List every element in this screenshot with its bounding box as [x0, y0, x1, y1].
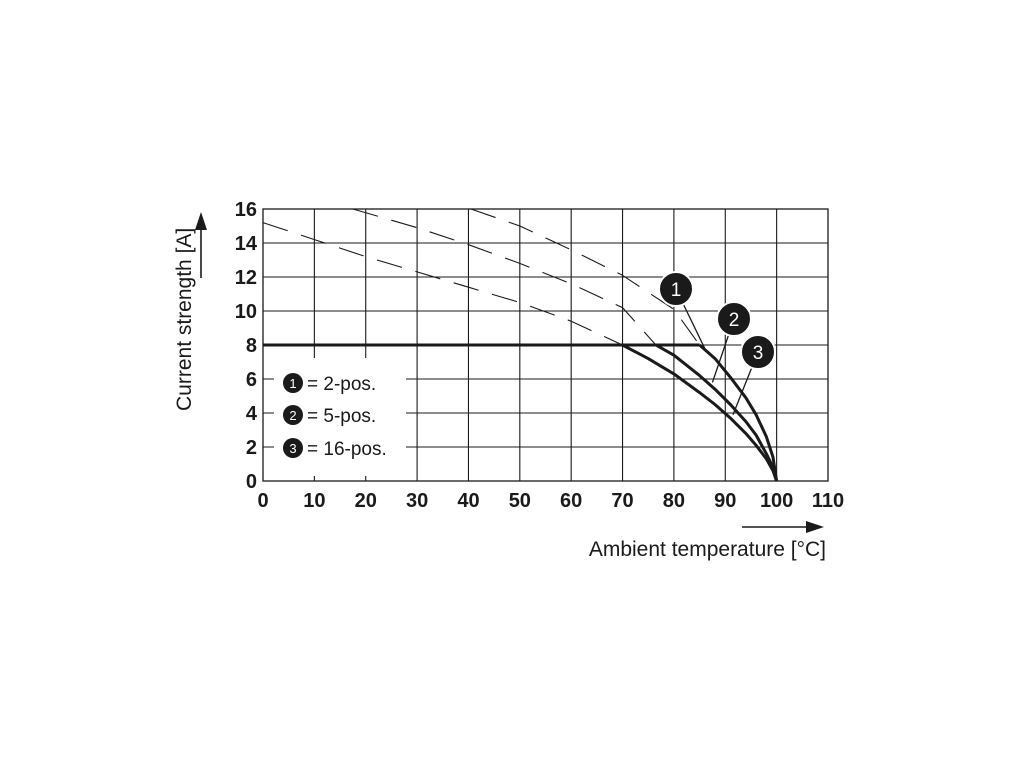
series-2-dashed-line [352, 208, 657, 346]
legend-badge-1-number: 1 [289, 376, 296, 391]
y-axis-arrow-head [195, 212, 207, 230]
legend-label-3: = 16-pos. [307, 439, 387, 460]
legend-badge-3 [283, 438, 303, 458]
x-axis-arrow-head [806, 521, 824, 533]
legend-entry-3: 3 = 16-pos. [283, 438, 387, 460]
x-axis-label-group: Ambient temperature [°C] [589, 521, 826, 561]
legend-badge-3-number: 3 [289, 441, 296, 456]
callout-badge-1 [658, 271, 694, 307]
callout-badge-3 [740, 334, 776, 370]
x-tick-label-100: 100 [760, 490, 793, 512]
x-tick-label-30: 30 [406, 490, 428, 512]
y-tick-label-2: 2 [246, 437, 257, 459]
legend-entry-1: 1 = 2-pos. [283, 373, 376, 395]
x-tick-label-70: 70 [611, 490, 633, 512]
y-tick-label-10: 10 [235, 301, 257, 323]
legend-badge-1 [283, 373, 303, 393]
series-1-dashed-line [262, 222, 623, 346]
x-tick-label-0: 0 [257, 490, 268, 512]
chart-curves [262, 208, 779, 482]
y-tick-label-4: 4 [246, 403, 258, 425]
series-3-dashed-line [470, 208, 701, 346]
callout-badge-2 [716, 301, 752, 337]
x-tick-label-40: 40 [457, 490, 479, 512]
callout-badge-2-number: 2 [729, 310, 740, 331]
y-tick-label-14: 14 [235, 233, 258, 255]
callout-badge-1-number: 1 [671, 280, 682, 301]
x-tick-label-10: 10 [303, 490, 325, 512]
x-tick-label-110: 110 [812, 490, 844, 512]
x-tick-label-90: 90 [714, 490, 736, 512]
y-tick-label-6: 6 [246, 369, 257, 391]
legend-badge-2 [283, 405, 303, 425]
y-axis-label-group: Current strength [A] [173, 212, 207, 411]
legend-label-1: = 2-pos. [307, 374, 376, 395]
x-axis-label: Ambient temperature [°C] [589, 538, 826, 561]
y-tick-label-8: 8 [246, 335, 257, 357]
y-tick-label-12: 12 [235, 267, 257, 289]
curve-callouts: 1 23 [658, 271, 776, 415]
x-tick-label-50: 50 [509, 490, 531, 512]
x-tick-label-80: 80 [663, 490, 685, 512]
series-2-derating-curve [655, 343, 779, 482]
series-3-derating-curve [698, 343, 779, 482]
x-tick-label-60: 60 [560, 490, 582, 512]
legend-entry-2: 2 = 5-pos. [283, 405, 376, 427]
y-tick-label-16: 16 [235, 199, 257, 221]
series-1-derating-curve [621, 343, 779, 482]
x-tick-label-20: 20 [355, 490, 377, 512]
legend: 1 = 2-pos. 2 = 5-pos. 3 = 16-pos. [274, 358, 406, 476]
y-tick-label-0: 0 [246, 471, 257, 493]
y-axis-label: Current strength [A] [173, 228, 196, 411]
legend-badge-2-number: 2 [289, 408, 296, 423]
callout-badge-3-number: 3 [753, 343, 764, 364]
legend-label-2: = 5-pos. [307, 406, 376, 427]
